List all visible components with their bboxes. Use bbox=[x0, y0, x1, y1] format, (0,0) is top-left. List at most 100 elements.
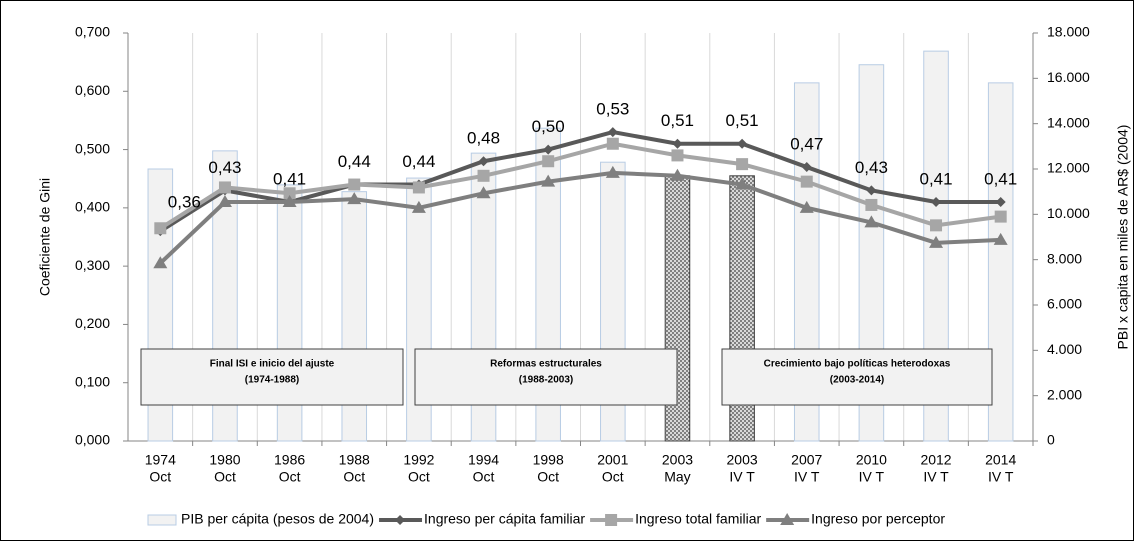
point bbox=[670, 168, 685, 181]
point bbox=[282, 195, 297, 208]
point bbox=[737, 138, 748, 149]
x-tick-label: Oct bbox=[473, 469, 495, 485]
point bbox=[866, 185, 877, 196]
y-tick-label: 0,200 bbox=[75, 315, 110, 331]
point bbox=[154, 222, 167, 235]
point bbox=[735, 177, 750, 190]
x-tick-label: Oct bbox=[537, 469, 559, 485]
y-tick-label: 0,500 bbox=[75, 140, 110, 156]
annotation-title: Crecimiento bajo políticas heterodoxas bbox=[764, 359, 951, 370]
point bbox=[217, 195, 232, 208]
point bbox=[993, 232, 1008, 245]
annotation-box bbox=[414, 348, 678, 406]
data-label: 0,43 bbox=[208, 158, 241, 177]
annotation-box bbox=[140, 348, 404, 406]
x-tick-label: IV T bbox=[729, 469, 755, 485]
data-label: 0,43 bbox=[855, 158, 888, 177]
point bbox=[929, 235, 944, 248]
annotation-period: (1988-2003) bbox=[519, 375, 573, 386]
data-label: 0,41 bbox=[273, 170, 306, 189]
data-label: 0,47 bbox=[790, 135, 823, 154]
point bbox=[780, 513, 795, 525]
y2-tick-label: 0 bbox=[1047, 432, 1055, 448]
annotation-period: (1974-1988) bbox=[245, 375, 299, 386]
line bbox=[158, 170, 1001, 265]
point bbox=[607, 127, 618, 138]
line bbox=[159, 141, 1001, 230]
data-label: 0,51 bbox=[726, 111, 759, 130]
y2-axis-title: PBI x capita en miles de AR$ (2004) bbox=[1115, 125, 1131, 350]
x-tick-label: 1986 bbox=[274, 452, 305, 468]
x-tick-label: Oct bbox=[214, 469, 236, 485]
x-tick-label: IV T bbox=[794, 469, 820, 485]
x-tick-label: Oct bbox=[149, 469, 171, 485]
legend-label: PIB per cápita (pesos de 2004) bbox=[181, 511, 374, 527]
x-tick-label: 1994 bbox=[468, 452, 499, 468]
point bbox=[801, 162, 812, 173]
x-tick-label: IV T bbox=[988, 469, 1014, 485]
x-tick-label: 1980 bbox=[209, 452, 240, 468]
x-tick-label: IV T bbox=[923, 469, 949, 485]
data-label: 0,41 bbox=[919, 170, 952, 189]
point bbox=[931, 197, 942, 208]
point bbox=[930, 219, 943, 232]
data-label: 0,53 bbox=[596, 100, 629, 119]
point bbox=[995, 197, 1006, 208]
annotation-period: (2003-2014) bbox=[830, 375, 884, 386]
x-tick-label: 1992 bbox=[403, 452, 434, 468]
y-tick-label: 0,100 bbox=[75, 373, 110, 389]
y2-tick-label: 12.000 bbox=[1047, 160, 1090, 176]
point bbox=[541, 174, 556, 187]
data-label: 0,50 bbox=[532, 117, 565, 136]
x-tick-label: 1974 bbox=[145, 452, 176, 468]
point bbox=[672, 138, 683, 149]
legend-label: Ingreso total familiar bbox=[635, 511, 761, 527]
point bbox=[799, 200, 814, 213]
y-tick-label: 0,400 bbox=[75, 199, 110, 215]
legend-label: Ingreso per cápita familiar bbox=[424, 511, 585, 527]
point bbox=[605, 165, 620, 178]
point bbox=[477, 169, 490, 182]
data-label: 0,48 bbox=[467, 129, 500, 148]
y-tick-label: 0,600 bbox=[75, 82, 110, 98]
point bbox=[476, 186, 491, 199]
point bbox=[606, 137, 619, 150]
point bbox=[218, 181, 231, 194]
y2-tick-label: 10.000 bbox=[1047, 205, 1090, 221]
data-label: 0,36 bbox=[168, 193, 201, 212]
x-tick-label: 2012 bbox=[920, 452, 951, 468]
point bbox=[736, 158, 749, 171]
annotation-box bbox=[721, 348, 993, 406]
point bbox=[348, 178, 361, 191]
data-label: 0,44 bbox=[338, 152, 371, 171]
point bbox=[994, 210, 1007, 223]
data-label: 0,51 bbox=[661, 111, 694, 130]
point bbox=[395, 515, 406, 525]
x-tick-label: Oct bbox=[602, 469, 624, 485]
y2-tick-label: 14.000 bbox=[1047, 114, 1090, 130]
point bbox=[542, 155, 555, 168]
point bbox=[347, 192, 362, 205]
line bbox=[159, 130, 1001, 233]
data-label: 0,41 bbox=[984, 170, 1017, 189]
point bbox=[864, 215, 879, 228]
y2-tick-label: 16.000 bbox=[1047, 69, 1090, 85]
y-tick-label: 0,000 bbox=[75, 432, 110, 448]
x-tick-label: 2003 bbox=[727, 452, 758, 468]
point bbox=[865, 198, 878, 211]
x-tick-label: 2001 bbox=[597, 452, 628, 468]
y-tick-label: 0,300 bbox=[75, 257, 110, 273]
point bbox=[478, 156, 489, 167]
x-tick-label: IV T bbox=[859, 469, 885, 485]
x-tick-label: 2010 bbox=[856, 452, 887, 468]
point bbox=[412, 181, 425, 194]
y-tick-label: 0,700 bbox=[75, 24, 110, 40]
legend-swatch bbox=[147, 514, 177, 526]
x-tick-label: 2014 bbox=[985, 452, 1016, 468]
point bbox=[411, 200, 426, 213]
point bbox=[671, 149, 684, 162]
x-tick-label: 2003 bbox=[662, 452, 693, 468]
y2-tick-label: 18.000 bbox=[1047, 24, 1090, 40]
point bbox=[543, 144, 554, 155]
